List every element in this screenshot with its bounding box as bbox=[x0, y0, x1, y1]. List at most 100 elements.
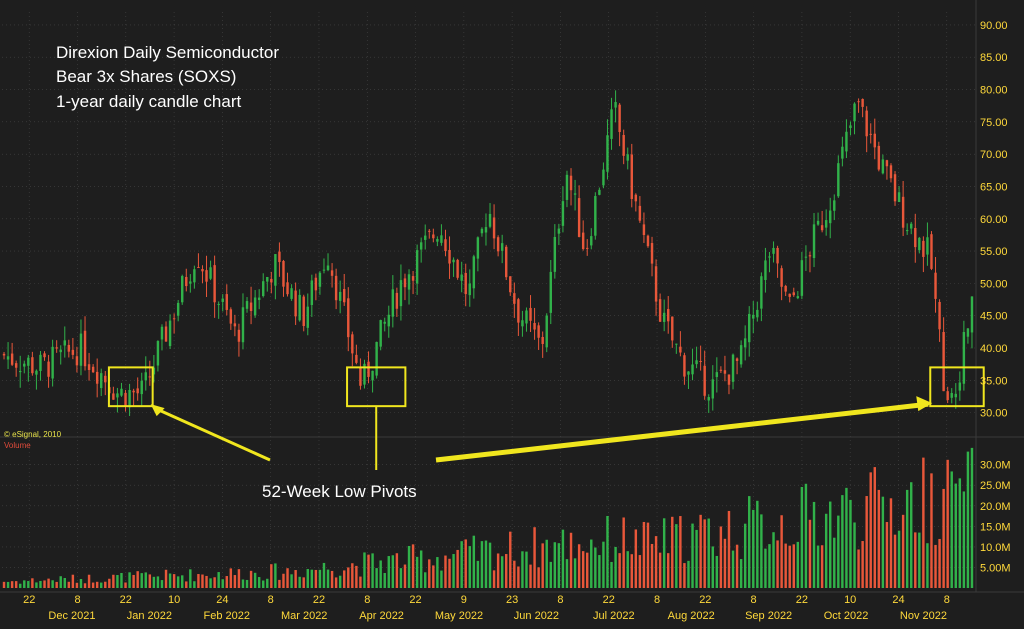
candle-body bbox=[132, 390, 135, 393]
month-tick-label: Mar 2022 bbox=[281, 610, 327, 622]
volume-bar bbox=[537, 567, 540, 588]
price-tick-label: 75.00 bbox=[980, 117, 1008, 129]
volume-bar bbox=[675, 524, 678, 588]
volume-bar bbox=[914, 532, 917, 588]
volume-bar bbox=[387, 556, 390, 588]
candle-body bbox=[699, 360, 702, 362]
candle-body bbox=[918, 237, 921, 251]
candle-body bbox=[176, 302, 180, 316]
day-tick-label: 22 bbox=[603, 594, 615, 606]
candle-body bbox=[63, 340, 66, 346]
candle-body bbox=[347, 298, 350, 338]
volume-bar bbox=[671, 516, 674, 588]
candle-body bbox=[513, 293, 516, 304]
volume-bar bbox=[31, 578, 34, 588]
volume-bar bbox=[865, 496, 868, 588]
candle-body bbox=[39, 354, 42, 371]
candle-body bbox=[820, 225, 824, 231]
volume-bar bbox=[67, 581, 71, 588]
day-tick-label: 10 bbox=[844, 594, 856, 606]
volume-bar bbox=[391, 555, 395, 588]
candle-body bbox=[723, 370, 727, 374]
volume-bar bbox=[500, 556, 504, 588]
candle-body bbox=[302, 296, 305, 327]
candle-body bbox=[922, 240, 925, 257]
price-tick-label: 50.00 bbox=[980, 278, 1008, 290]
day-tick-label: 22 bbox=[699, 594, 711, 606]
volume-bar bbox=[808, 519, 812, 588]
volume-tick-label: 5.00M bbox=[980, 562, 1011, 574]
candle-body bbox=[136, 388, 139, 394]
candle-body bbox=[452, 259, 455, 263]
candle-body bbox=[67, 344, 71, 352]
volume-bar bbox=[460, 541, 463, 588]
candle-body bbox=[824, 220, 828, 228]
candle-body bbox=[849, 125, 852, 129]
volume-bar bbox=[298, 576, 301, 588]
volume-bar bbox=[841, 495, 844, 588]
volume-tick-label: 30.0M bbox=[980, 460, 1011, 472]
candle-body bbox=[383, 321, 386, 324]
candle-body bbox=[116, 393, 119, 398]
candle-body bbox=[225, 294, 228, 310]
annotation-arrows bbox=[150, 396, 933, 470]
volume-bar bbox=[104, 581, 107, 588]
candle-body bbox=[610, 109, 613, 139]
candle-body bbox=[168, 320, 172, 347]
candle-body bbox=[695, 360, 698, 365]
candle-body bbox=[391, 289, 395, 317]
candle-body bbox=[262, 281, 265, 297]
volume-bar bbox=[168, 573, 172, 588]
candle-body bbox=[893, 174, 897, 202]
candle-body bbox=[59, 349, 62, 353]
month-tick-label: May 2022 bbox=[435, 610, 483, 622]
candle-body bbox=[14, 363, 18, 368]
volume-bar bbox=[43, 580, 46, 588]
candle-body bbox=[403, 278, 407, 288]
volume-bar bbox=[270, 564, 273, 588]
candle-body bbox=[529, 307, 532, 321]
candle-body bbox=[480, 228, 484, 234]
volume-bar bbox=[492, 570, 496, 588]
volume-bar bbox=[679, 516, 682, 588]
candle-body bbox=[715, 372, 719, 378]
candle-body bbox=[197, 267, 200, 269]
candle-body bbox=[496, 237, 500, 252]
volume-tick-label: 20.0M bbox=[980, 501, 1011, 513]
volume-bar bbox=[87, 574, 91, 588]
candle-body bbox=[152, 367, 156, 375]
candle-body bbox=[330, 270, 334, 276]
candle-body bbox=[573, 193, 577, 195]
candle-body bbox=[950, 393, 953, 398]
volume-bar bbox=[869, 472, 872, 588]
candle-body bbox=[533, 322, 536, 330]
volume-bar bbox=[176, 576, 180, 588]
candle-body bbox=[901, 196, 905, 228]
candle-body bbox=[537, 325, 540, 338]
candle-body bbox=[816, 220, 820, 225]
candle-body bbox=[545, 315, 548, 348]
volume-bar bbox=[47, 578, 50, 588]
candle-body bbox=[581, 232, 585, 250]
candle-body bbox=[43, 353, 46, 358]
volume-bar bbox=[695, 529, 698, 588]
candle-body bbox=[683, 355, 686, 377]
volume-bar bbox=[488, 542, 492, 588]
candle-body bbox=[841, 146, 844, 159]
volume-bar bbox=[901, 514, 905, 588]
candle-body bbox=[233, 323, 237, 327]
candle-body bbox=[671, 316, 674, 341]
candle-body bbox=[249, 302, 253, 311]
candle-body bbox=[318, 272, 322, 287]
candle-body bbox=[6, 356, 10, 360]
volume-bar bbox=[764, 548, 767, 588]
candle-body bbox=[946, 391, 949, 401]
volume-bar bbox=[197, 574, 200, 588]
candle-body bbox=[549, 271, 552, 313]
candle-body bbox=[569, 175, 573, 191]
volume-bar bbox=[590, 539, 593, 588]
candle-body bbox=[525, 310, 528, 324]
volume-bar bbox=[780, 515, 783, 588]
candle-body bbox=[124, 392, 127, 407]
